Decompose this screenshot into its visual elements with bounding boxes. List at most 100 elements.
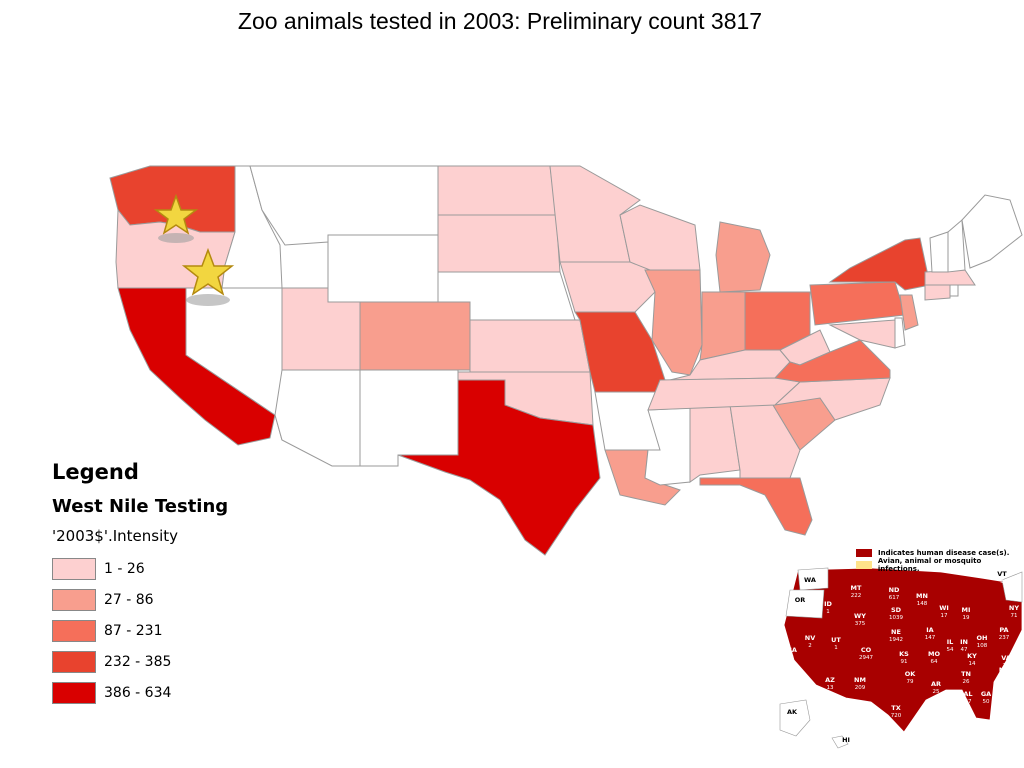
inset-state-abbr: IN (960, 638, 968, 646)
inset-state-abbr: KS (899, 650, 909, 658)
state-new-york[interactable] (828, 237, 931, 291)
legend-swatch (52, 588, 96, 611)
inset-us-body (783, 567, 1023, 733)
inset-state-abbr: TX (891, 704, 900, 712)
inset-state-count: 64 (931, 659, 938, 665)
state-texas[interactable] (397, 379, 601, 556)
inset-state-abbr: WI (939, 604, 949, 612)
inset-state-maine (1001, 571, 1023, 603)
inset-state-count: 617 (889, 595, 900, 601)
state-delaware[interactable] (894, 317, 906, 349)
state-illinois[interactable] (644, 269, 703, 376)
inset-state-count: 79 (907, 679, 914, 685)
inset-state-count: 1039 (889, 615, 903, 621)
state-rhode-island[interactable] (949, 284, 959, 297)
inset-state-abbr: OR (795, 596, 806, 604)
state-wisconsin[interactable] (619, 204, 701, 271)
inset-state-abbr: VA (1001, 654, 1011, 662)
inset-state-count: 14 (969, 661, 976, 667)
inset-state-abbr: PA (999, 626, 1008, 634)
inset-state-abbr: MO (928, 650, 940, 658)
inset-state-abbr: CO (861, 646, 872, 654)
inset-state-count: 37 (965, 699, 972, 705)
inset-legend-label: Avian, animal or mosquito infections. (877, 557, 982, 573)
state-north-dakota[interactable] (437, 165, 557, 216)
inset-state-abbr: FL (996, 720, 1005, 728)
inset-state-abbr: NV (805, 634, 815, 642)
map-title: Zoo animals tested in 2003: Preliminary … (237, 8, 763, 34)
inset-state-abbr: MS (946, 690, 957, 698)
inset-state-count: 222 (851, 593, 862, 599)
inset-state-hawaii (831, 735, 849, 749)
inset-state-count: 3 (790, 655, 794, 661)
inset-legend-swatch (856, 549, 872, 557)
inset-state-abbr: HI (842, 736, 850, 744)
inset-state-count: 2 (808, 643, 812, 649)
state-vermont[interactable] (929, 231, 949, 273)
inset-state-count: 17 (941, 613, 948, 619)
state-michigan[interactable] (715, 221, 771, 293)
state-iowa[interactable] (559, 261, 656, 313)
legend-label: 1 - 26 (104, 560, 145, 577)
inset-state-count: 1942 (889, 637, 903, 643)
legend-label: 27 - 86 (104, 591, 154, 608)
inset-state-count: 19 (963, 615, 970, 621)
state-maine[interactable] (961, 194, 1023, 269)
state-new-jersey[interactable] (899, 294, 919, 331)
inset-legend: Indicates human disease case(s). Avian, … (856, 547, 1024, 573)
inset-state-count: 71 (1011, 613, 1018, 619)
inset-state-count: 720 (891, 713, 902, 719)
inset-state-abbr: SC (1001, 680, 1011, 688)
legend-item: 1 - 26 (52, 553, 312, 584)
inset-state-count: 50 (983, 699, 990, 705)
star-marker-oregon[interactable] (181, 247, 235, 306)
star-icon (181, 247, 235, 296)
inset-state-abbr: NE (891, 628, 901, 636)
inset-state-count: 26 (963, 679, 970, 685)
legend-title: Legend (52, 460, 139, 484)
inset-state-abbr: UT (831, 636, 841, 644)
state-kansas[interactable] (469, 319, 591, 373)
legend-item: 232 - 385 (52, 646, 312, 677)
inset-state-oregon (785, 589, 825, 619)
state-arizona[interactable] (274, 369, 361, 467)
state-indiana[interactable] (699, 291, 746, 361)
inset-legend-item: Indicates human disease case(s). (856, 547, 1024, 559)
inset-state-count: 26 (1003, 663, 1010, 669)
inset-state-abbr: WY (854, 612, 866, 620)
state-colorado[interactable] (359, 301, 471, 371)
inset-state-abbr: LA (931, 708, 940, 716)
legend-label: 386 - 634 (104, 684, 172, 701)
state-wyoming[interactable] (327, 234, 439, 303)
star-marker-washington[interactable] (153, 193, 199, 243)
inset-state-count: 13 (827, 685, 834, 691)
inset-state-count: 237 (999, 635, 1010, 641)
inset-state-abbr: VT (997, 570, 1007, 578)
inset-state-abbr: AK (787, 708, 798, 716)
state-new-mexico[interactable] (359, 369, 459, 467)
state-south-dakota[interactable] (437, 214, 561, 273)
inset-state-abbr: GA (981, 690, 991, 698)
state-pennsylvania[interactable] (809, 281, 906, 326)
inset-state-count: 25 (933, 689, 940, 695)
inset-state-abbr: WA (804, 576, 816, 584)
inset-state-abbr: MI (962, 606, 971, 614)
inset-state-abbr: NC (999, 666, 1009, 674)
inset-state-abbr: NY (1009, 604, 1019, 612)
inset-state-count: 54 (947, 647, 954, 653)
state-new-hampshire[interactable] (947, 218, 966, 273)
state-montana[interactable] (249, 165, 439, 246)
legend-item: 87 - 231 (52, 615, 312, 646)
inset-state-abbr: NM (854, 676, 866, 684)
inset-state-abbr: AR (931, 680, 941, 688)
inset-legend-label: Indicates human disease case(s). (878, 549, 1010, 557)
inset-legend-swatch (856, 561, 872, 569)
inset-state-abbr: MN (916, 592, 928, 600)
legend-item: 386 - 634 (52, 677, 312, 708)
state-florida[interactable] (699, 477, 813, 536)
state-arkansas[interactable] (594, 391, 661, 451)
inset-state-count: 148 (917, 601, 928, 607)
inset-state-count: 108 (977, 643, 988, 649)
